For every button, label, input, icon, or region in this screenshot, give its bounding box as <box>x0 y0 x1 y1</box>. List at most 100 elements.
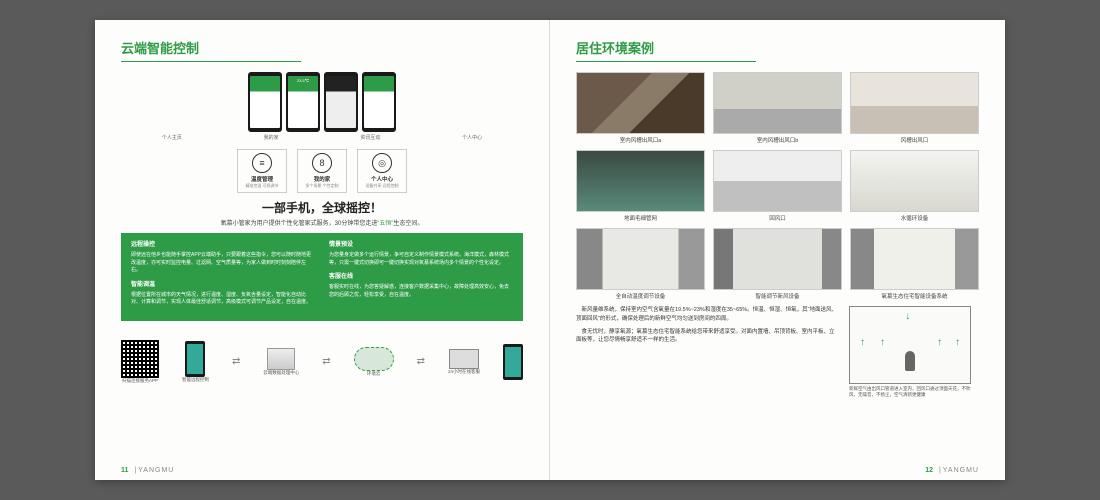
system-diagram: 扫描连接服务APP 智能远程控制 ⇄ 云端数据处理中心 ⇄ 环境云 ⇄ 24小时… <box>121 327 523 397</box>
page-num-right: 12 <box>925 467 933 474</box>
diag-server: 云端数据处理中心 <box>263 348 299 376</box>
thumb-6 <box>576 228 705 290</box>
icon-label-1: 我的家 <box>314 175 331 183</box>
diag-qr: 扫描连接服务APP <box>121 340 159 384</box>
gb-p-3: 客服实时在线，为您答疑解惑，连接客户数据采集中心，故障处理高效安心，免去您的后顾… <box>329 284 513 299</box>
page-left: 云端智能控制 23.5℃ 个人主页 我的家 资讯互动 个人中心 ≡ 温度管理 精… <box>95 20 550 480</box>
thumb-5 <box>850 150 979 212</box>
phone-icon-2 <box>503 344 523 380</box>
brochure-spread: 云端智能控制 23.5℃ 个人主页 我的家 资讯互动 个人中心 ≡ 温度管理 精… <box>95 20 1005 480</box>
right-title: 居住环境案例 <box>576 38 979 57</box>
gb-h-2: 情景预设 <box>329 241 513 250</box>
left-title: 云端智能控制 <box>121 38 523 57</box>
gb-h-1: 智能调温 <box>131 281 315 290</box>
subhead-pre: 氧慕小管家为用户提供个性化管家式服务，30分钟带您走进 <box>221 221 378 227</box>
icon-sub-1: 多个场景 个性定制 <box>305 183 338 189</box>
cell-4: 回风口 <box>713 150 842 222</box>
page-num-left: 11 <box>121 467 128 474</box>
brand-right: YANGMU <box>943 467 979 474</box>
para-2: 食无忧时，静享氧源；氧慕生态住宅智能系统给您带来舒适享受。对面内置墙、吊顶背板、… <box>576 328 839 346</box>
headline: 一部手机，全球摇控！ <box>121 199 523 216</box>
thumb-2 <box>850 72 979 134</box>
cell-7: 智能调节新风设备 <box>713 228 842 300</box>
cap-1: 室内风槽出风口b <box>713 136 842 144</box>
phone-1 <box>248 72 282 132</box>
cap-7: 智能调节新风设备 <box>713 292 842 300</box>
pc-icon <box>449 349 479 369</box>
thumb-4 <box>713 150 842 212</box>
arrow-up-icon-3: ↑ <box>955 337 960 348</box>
cell-5: 水循环设备 <box>850 150 979 222</box>
gb-h-0: 远程操控 <box>131 241 315 250</box>
gb-col-left: 远程操控 即使远在他乡也能随手掌控APP云端助手，只要跟着这些指令，您可以随时随… <box>131 241 315 313</box>
icon-temp: ≡ 温度管理 精准控温 可视调节 <box>237 149 287 193</box>
title-rule <box>121 61 301 62</box>
temp-icon: ≡ <box>252 153 272 173</box>
cap-6: 全自动温度调节设备 <box>576 292 705 300</box>
gb-col-right: 情景预设 为您量身定做多个运行情景，争可自定义制作情景模式系统。海洋模式，森林模… <box>329 241 513 313</box>
diag-phone2 <box>503 344 523 380</box>
room-diagram-wrap: ↑ ↑ ↑ ↑ ↓ 新鲜空气由出风口管道进入室内，回风口通过顶面天花，不吹风，无… <box>849 306 979 398</box>
gb-p-0: 即使远在他乡也能随手掌控APP云端助手，只要跟着这些指令，您可以随时随地更改温度… <box>131 252 315 275</box>
diag-pc: 24小时在线客服 <box>448 349 480 375</box>
feature-icons: ≡ 温度管理 精准控温 可视调节 8 我的家 多个场景 个性定制 ◎ 个人中心 … <box>121 149 523 193</box>
phone-2: 23.5℃ <box>286 72 320 132</box>
pc-label: 24小时在线客服 <box>448 369 480 375</box>
phone-labels: 个人主页 我的家 资讯互动 个人中心 <box>121 134 523 141</box>
footer-left: 11 | YANGMU <box>121 467 174 474</box>
phone-mockups: 23.5℃ <box>121 72 523 132</box>
title-rule-r <box>576 61 756 62</box>
cell-1: 室内风槽出风口b <box>713 72 842 144</box>
cap-3: 地面毛细管网 <box>576 214 705 222</box>
phone-diag-label: 智能远程控制 <box>182 377 209 383</box>
diag-cloud: 环境云 <box>354 347 394 377</box>
thumb-1 <box>713 72 842 134</box>
cap-5: 水循环设备 <box>850 214 979 222</box>
icon-home: 8 我的家 多个场景 个性定制 <box>297 149 347 193</box>
thumb-8 <box>850 228 979 290</box>
cap-0: 室内风槽出风口a <box>576 136 705 144</box>
gb-h-3: 客服在线 <box>329 273 513 282</box>
thumb-7 <box>713 228 842 290</box>
icon-label-2: 个人中心 <box>371 175 393 183</box>
person-icon <box>905 351 915 371</box>
gb-p-2: 为您量身定做多个运行情景，争可自定义制作情景模式系统。海洋模式，森林模式等，只需… <box>329 252 513 267</box>
arrow-up-icon-2: ↑ <box>880 337 885 348</box>
icon-sub-2: 设备共享 远程控制 <box>365 183 398 189</box>
icon-user: ◎ 个人中心 设备共享 远程控制 <box>357 149 407 193</box>
gb-p-1: 根据位置所在城市的天气情况，进行温度、湿度、负氧含量设定，智能化自动比对、计算和… <box>131 292 315 307</box>
icon-sub-0: 精准控温 可视调节 <box>245 183 278 189</box>
cell-6: 全自动温度调节设备 <box>576 228 705 300</box>
phone-3 <box>324 72 358 132</box>
cell-8: 氧慕生态住宅智能设备系统 <box>850 228 979 300</box>
brand-left: YANGMU <box>138 467 174 474</box>
cell-0: 室内风槽出风口a <box>576 72 705 144</box>
phone-4 <box>362 72 396 132</box>
phone-label-0: 个人主页 <box>162 134 182 141</box>
thumb-0 <box>576 72 705 134</box>
subhead-quote: “五恒” <box>377 221 393 227</box>
right-bottom: 新风量维系统，保持室内空气含氧量在19.5%~23%和湿度在35~65%。恒温、… <box>576 306 979 398</box>
room-caption: 新鲜空气由出风口管道进入室内，回风口通过顶面天花，不吹风，无噪音，不扬尘，空气清… <box>849 386 979 398</box>
footer-right: 12 | YANGMU <box>925 467 979 474</box>
room-diagram: ↑ ↑ ↑ ↑ ↓ <box>849 306 971 384</box>
page-right: 居住环境案例 室内风槽出风口a 室内风槽出风口b 风槽出风口 地面毛细管网 回风… <box>550 20 1005 480</box>
cap-8: 氧慕生态住宅智能设备系统 <box>850 292 979 300</box>
thumb-3 <box>576 150 705 212</box>
cloud-icon <box>354 347 394 371</box>
cell-3: 地面毛细管网 <box>576 150 705 222</box>
feature-green-box: 远程操控 即使远在他乡也能随手掌控APP云端助手，只要跟着这些指令，您可以随时随… <box>121 233 523 321</box>
cap-4: 回风口 <box>713 214 842 222</box>
diag-phone: 智能远程控制 <box>182 341 209 383</box>
subhead: 氧慕小管家为用户提供个性化管家式服务，30分钟带您走进“五恒”生态空间。 <box>121 218 523 227</box>
arrow-up-icon-4: ↑ <box>937 337 942 348</box>
server-label: 云端数据处理中心 <box>263 370 299 376</box>
home-icon: 8 <box>312 153 332 173</box>
cell-2: 风槽出风口 <box>850 72 979 144</box>
phone-label-1: 我的家 <box>264 134 279 141</box>
arrow-icon-2: ⇄ <box>322 356 330 367</box>
cloud-label: 环境云 <box>354 371 394 377</box>
qr-label: 扫描连接服务APP <box>121 378 159 384</box>
arrow-up-icon: ↑ <box>860 337 865 348</box>
case-grid: 室内风槽出风口a 室内风槽出风口b 风槽出风口 地面毛细管网 回风口 水循环设备… <box>576 72 979 300</box>
